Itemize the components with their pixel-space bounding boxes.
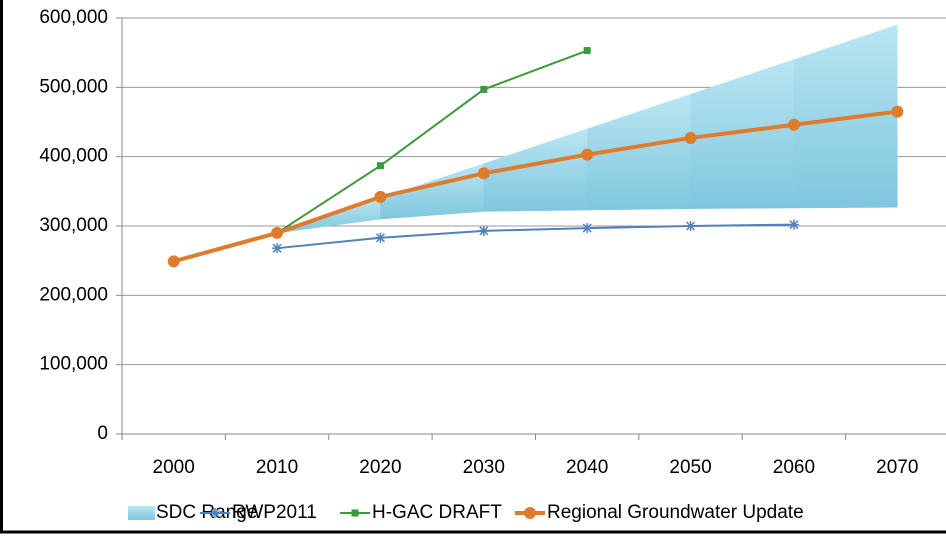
y-tick-label: 0 [97, 423, 108, 444]
marker [210, 508, 220, 518]
y-tick-label: 600,000 [39, 7, 108, 28]
x-tick-label: 2050 [669, 457, 711, 478]
x-tick-label: 2060 [773, 457, 815, 478]
marker [891, 106, 903, 118]
marker [272, 243, 282, 253]
legend-marker [524, 507, 536, 519]
marker [374, 191, 386, 203]
marker [582, 223, 592, 233]
y-tick-label: 100,000 [39, 354, 108, 375]
x-tick-label: 2020 [359, 457, 401, 478]
marker [271, 227, 283, 239]
marker [584, 47, 591, 54]
x-tick-label: 2070 [876, 457, 918, 478]
marker [479, 226, 489, 236]
y-tick-label: 200,000 [39, 284, 108, 305]
x-tick-label: 2040 [566, 457, 608, 478]
legend-label: H-GAC DRAFT [372, 502, 502, 523]
x-tick-label: 2010 [256, 457, 298, 478]
marker [581, 149, 593, 161]
marker [168, 255, 180, 267]
legend-marker [352, 510, 359, 517]
legend-label: RWP2011 [232, 502, 317, 523]
marker [478, 167, 490, 179]
y-tick-label: 400,000 [39, 146, 108, 167]
y-tick-label: 300,000 [39, 215, 108, 236]
marker [480, 86, 487, 93]
marker [685, 132, 697, 144]
x-tick-label: 2030 [463, 457, 505, 478]
marker [375, 233, 385, 243]
series-line [277, 225, 794, 249]
legend-label: Regional Groundwater Update [547, 502, 804, 523]
legend-swatch [128, 506, 155, 520]
marker [788, 119, 800, 131]
marker [789, 220, 799, 230]
x-tick-label: 2000 [153, 457, 195, 478]
marker [686, 221, 696, 231]
y-tick-label: 500,000 [39, 76, 108, 97]
marker [377, 162, 384, 169]
